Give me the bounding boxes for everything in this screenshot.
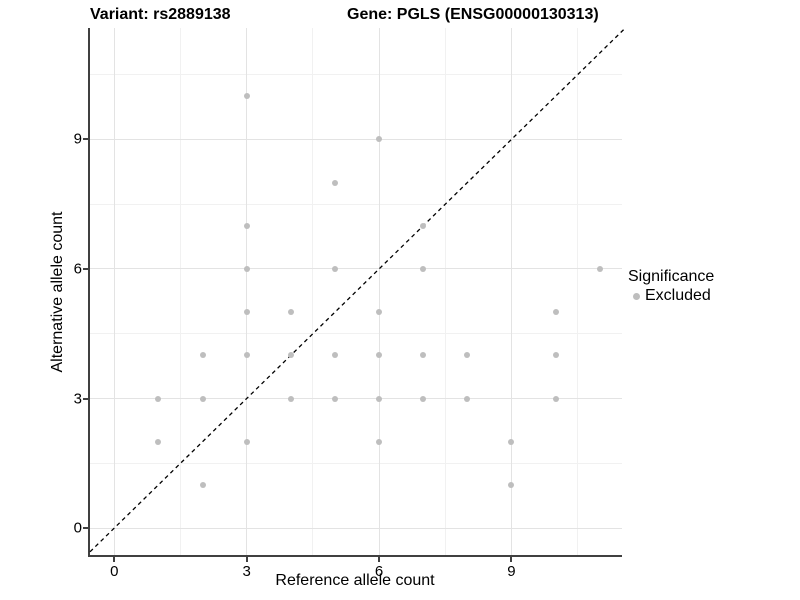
data-point — [287, 395, 294, 402]
data-point — [331, 265, 338, 272]
data-point — [376, 352, 383, 359]
plot-title-gene: Gene: PGLS (ENSG00000130313) — [347, 6, 599, 23]
x-axis-tick — [245, 557, 248, 562]
excluded-point-swatch-icon — [633, 292, 640, 300]
data-point — [464, 395, 471, 402]
data-point — [243, 265, 250, 272]
data-point — [243, 352, 250, 359]
data-point — [243, 222, 250, 229]
data-point — [420, 265, 427, 272]
y-axis-tick-label: 3 — [73, 390, 82, 408]
data-point — [508, 481, 515, 488]
y-axis-tick-label: 0 — [73, 519, 82, 537]
data-point — [155, 438, 162, 445]
data-point — [331, 395, 338, 402]
y-axis-tick — [83, 267, 88, 270]
x-axis-tick-label: 6 — [374, 563, 384, 580]
data-point — [287, 352, 294, 359]
data-point — [331, 352, 338, 359]
plot-title-variant: Variant: rs2889138 — [90, 6, 231, 23]
x-axis-tick-label: 0 — [110, 563, 119, 580]
data-point — [199, 481, 206, 488]
data-point — [420, 395, 427, 402]
y-axis-tick — [83, 527, 88, 530]
data-point — [243, 309, 250, 316]
data-point — [243, 93, 250, 100]
data-point — [596, 265, 603, 272]
legend: Significance Excluded — [628, 267, 714, 305]
legend-item-excluded: Excluded — [628, 287, 714, 305]
data-point — [420, 222, 427, 229]
data-point — [376, 309, 383, 316]
y-axis-tick-label: 9 — [73, 130, 82, 148]
data-point — [552, 352, 559, 359]
x-axis-tick-label: 9 — [507, 563, 516, 580]
data-point — [508, 438, 515, 445]
data-point — [287, 309, 294, 316]
data-point — [199, 395, 206, 402]
y-axis-tick — [83, 397, 88, 400]
x-axis-tick — [113, 557, 116, 562]
legend-title: Significance — [628, 268, 715, 285]
data-point — [552, 309, 559, 316]
y-axis-tick — [83, 138, 88, 141]
data-point — [376, 395, 383, 402]
legend-item-label: Excluded — [645, 287, 711, 304]
data-point — [376, 438, 383, 445]
plot-panel: 0 3 6 9 0 3 6 9 — [74, 28, 625, 579]
data-point — [243, 438, 250, 445]
y-axis-title: Alternative allele count — [49, 211, 66, 373]
identity-dashed-line — [89, 28, 625, 553]
data-point — [155, 395, 162, 402]
data-point — [199, 352, 206, 359]
data-point — [464, 352, 471, 359]
y-axis-tick-label: 6 — [73, 260, 82, 278]
data-point — [420, 352, 427, 359]
data-point — [376, 136, 383, 143]
x-axis-tick — [378, 557, 381, 562]
x-axis-tick-label: 3 — [242, 563, 251, 580]
data-point — [331, 179, 338, 186]
x-axis-title: Reference allele count — [275, 572, 435, 589]
x-axis-tick — [510, 557, 513, 562]
data-point — [552, 395, 559, 402]
